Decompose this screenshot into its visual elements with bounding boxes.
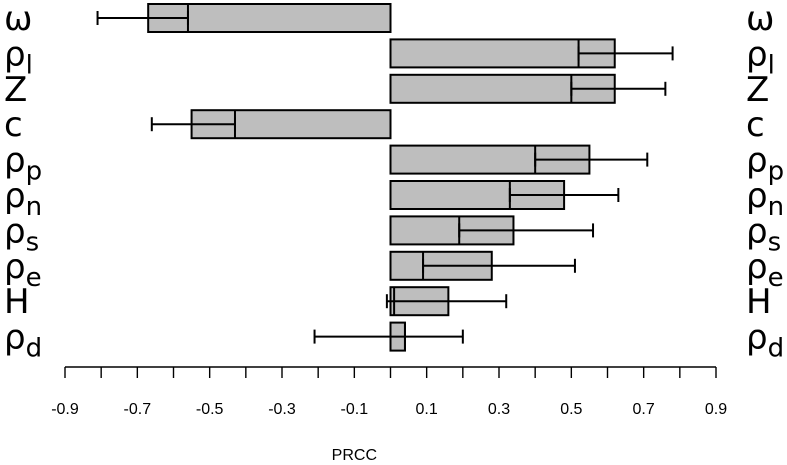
left-label-sub-9: d xyxy=(26,334,43,364)
right-label-6: ρs xyxy=(746,211,781,257)
left-label-3: c xyxy=(4,105,23,145)
left-label-8: H xyxy=(4,282,30,322)
left-label-base-3: c xyxy=(4,105,23,145)
right-label-1: ρl xyxy=(746,34,775,80)
x-tick-label-1: -0.7 xyxy=(124,401,152,418)
left-label-base-5: ρ xyxy=(4,176,26,216)
right-label-base-5: ρ xyxy=(746,176,768,216)
error-bar-8 xyxy=(385,287,508,316)
error-bar-0 xyxy=(96,4,189,32)
bar-1 xyxy=(389,38,616,69)
right-label-4: ρp xyxy=(746,141,784,187)
right-label-8: H xyxy=(746,282,772,322)
x-tick-label-7: 0.5 xyxy=(560,401,582,418)
error-bar-2 xyxy=(570,74,667,103)
left-label-base-2: Z xyxy=(4,70,27,110)
right-label-sub-7: e xyxy=(768,263,784,293)
error-bar-1 xyxy=(577,39,674,68)
right-label-base-4: ρ xyxy=(746,141,768,181)
right-label-sub-5: n xyxy=(768,192,784,222)
left-label-1: ρl xyxy=(4,34,33,80)
left-label-6: ρs xyxy=(4,211,39,257)
left-label-sub-4: p xyxy=(26,157,43,187)
left-label-7: ρe xyxy=(4,247,42,293)
x-tick-label-4: -0.1 xyxy=(341,401,369,418)
error-bar-7 xyxy=(422,251,576,280)
x-tick-label-2: -0.5 xyxy=(196,401,224,418)
right-label-sub-9: d xyxy=(768,334,785,364)
right-label-base-3: c xyxy=(746,105,765,145)
x-tick-label-0: -0.9 xyxy=(51,401,79,418)
left-label-base-8: H xyxy=(4,282,30,322)
error-bar-5 xyxy=(508,181,620,209)
right-label-base-8: H xyxy=(746,282,772,322)
right-label-sub-4: p xyxy=(768,157,785,187)
x-tick-label-8: 0.7 xyxy=(633,401,655,418)
left-label-sub-7: e xyxy=(26,263,42,293)
right-label-5: ρn xyxy=(746,176,784,222)
left-label-sub-1: l xyxy=(26,50,33,80)
right-label-base-7: ρ xyxy=(746,247,768,287)
right-label-base-9: ρ xyxy=(746,318,768,358)
left-label-4: ρp xyxy=(4,141,42,187)
right-label-base-6: ρ xyxy=(746,211,768,251)
error-bar-4 xyxy=(534,145,649,174)
x-tick-label-3: -0.3 xyxy=(268,401,296,418)
right-label-base-1: ρ xyxy=(746,34,768,74)
right-label-9: ρd xyxy=(746,318,784,364)
x-tick-label-5: 0.1 xyxy=(416,401,438,418)
left-label-sub-5: n xyxy=(26,192,42,222)
error-bar-9 xyxy=(313,322,464,351)
right-label-2: Z xyxy=(746,70,769,110)
x-axis: -0.9 -0.7 -0.5 -0.3 -0.1 0.1 0.3 0.5 0.7 0.9 xyxy=(51,366,727,418)
error-bar-3 xyxy=(150,110,236,139)
right-label-base-2: Z xyxy=(746,70,769,110)
left-label-base-0: ω xyxy=(4,0,32,39)
left-label-base-1: ρ xyxy=(4,34,26,74)
right-label-3: c xyxy=(746,105,765,145)
left-label-sub-6: s xyxy=(26,227,40,257)
left-label-base-7: ρ xyxy=(4,247,26,287)
left-label-base-9: ρ xyxy=(4,318,26,358)
x-tick-label-9: 0.9 xyxy=(705,401,727,418)
x-tick-label-6: 0.3 xyxy=(488,401,510,418)
x-axis-label: PRCC xyxy=(332,447,377,464)
left-label-5: ρn xyxy=(4,176,42,222)
error-bar-6 xyxy=(458,216,595,245)
error-bars-group xyxy=(96,4,674,351)
left-label-base-4: ρ xyxy=(4,141,26,181)
right-label-sub-6: s xyxy=(768,227,782,257)
right-label-0: ω xyxy=(746,0,774,39)
bars-group xyxy=(147,3,616,352)
left-label-0: ω xyxy=(4,0,32,39)
right-label-base-0: ω xyxy=(746,0,774,39)
left-label-2: Z xyxy=(4,70,27,110)
left-label-base-6: ρ xyxy=(4,211,26,251)
right-label-sub-1: l xyxy=(768,50,775,80)
right-label-7: ρe xyxy=(746,247,784,293)
left-label-9: ρd xyxy=(4,318,42,364)
